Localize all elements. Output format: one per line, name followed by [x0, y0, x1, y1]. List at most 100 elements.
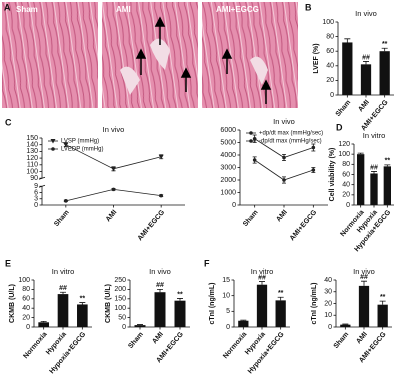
y-tick-label: 120: [338, 141, 350, 148]
bar: [38, 322, 49, 327]
image-label: AMI: [116, 5, 131, 14]
y-tick-label: 100: [322, 19, 334, 26]
y-tick-label: 100: [18, 277, 30, 284]
legend-label: +dp/dt max (mmHg/sec): [259, 131, 323, 137]
panel-label: A: [4, 2, 11, 12]
marker: [111, 166, 116, 172]
y-tick-label: 9: [34, 183, 38, 190]
bar: [377, 304, 388, 327]
bar: [154, 292, 166, 327]
y-tick-label: 90: [30, 175, 38, 182]
y-tick-label: 0: [330, 92, 334, 99]
histology-image: [102, 2, 198, 108]
y-tick-label: 200: [114, 286, 126, 293]
y-tick-label: 20: [324, 300, 332, 307]
y-tick-label: 50: [118, 314, 126, 321]
y-axis-label: cTnI (ng/mL): [311, 283, 318, 325]
image-label: AMI+EGCG: [216, 5, 259, 14]
y-tick-label: 0: [34, 202, 38, 209]
y-tick-label: 40: [326, 63, 334, 70]
marker: [282, 178, 286, 182]
y-tick-label: 140: [26, 142, 38, 149]
y-tick-label: 0: [328, 324, 332, 331]
y-tick-label: 3000: [220, 164, 236, 171]
bar: [360, 64, 372, 95]
y-axis-label: Cell viability (%): [329, 148, 336, 202]
significance-label: **: [177, 291, 183, 298]
x-tick-label: Sham: [335, 99, 353, 118]
tissue-gap: [120, 38, 170, 95]
bar: [57, 294, 69, 327]
y-tick-label: 3: [34, 196, 38, 203]
error-bar: [40, 320, 47, 323]
y-tick-label: 6000: [220, 127, 236, 134]
y-tick-label: 4000: [220, 152, 236, 159]
chart-title: In vivo: [355, 9, 377, 18]
y-tick-label: 20: [326, 77, 334, 84]
bar: [370, 173, 378, 205]
x-tick-label: Hypoxia+EGCG: [49, 331, 88, 374]
significance-label: **: [380, 294, 386, 301]
y-tick-label: 0: [122, 324, 126, 331]
marker: [249, 131, 253, 135]
marker: [51, 147, 55, 151]
y-tick-label: 150: [114, 296, 126, 303]
marker: [311, 168, 316, 172]
chart-title: In vivo: [353, 267, 375, 276]
significance-label: ##: [360, 274, 368, 281]
error-bar: [381, 47, 388, 52]
legend-label: LVSP (mmHg): [61, 139, 99, 145]
legend-label: -dp/dt max (mmHg/sec): [259, 139, 322, 145]
y-tick-label: 40: [22, 305, 30, 312]
x-tick-label: Sham: [333, 331, 351, 350]
chart-title: In vivo: [103, 125, 125, 134]
error-bar: [384, 164, 391, 167]
y-tick-label: 30: [324, 289, 332, 296]
image-label: Sham: [16, 5, 38, 14]
x-tick-label: Sham: [242, 209, 260, 228]
bar: [174, 300, 186, 327]
marker: [249, 139, 253, 143]
bar: [238, 320, 249, 327]
histology-image: [202, 2, 298, 108]
significance-label: ##: [59, 285, 67, 292]
x-tick-label: AMI: [275, 209, 289, 223]
marker: [252, 158, 257, 162]
y-axis-label: CKMB (U/L): [9, 284, 16, 323]
y-tick-label: 1000: [220, 189, 236, 196]
axis-break: [38, 176, 46, 188]
bar: [77, 304, 88, 327]
x-tick-label: AMI: [105, 209, 119, 223]
x-tick-label: AMI+EGCG: [137, 209, 167, 243]
arrows: [135, 16, 272, 104]
significance-label: ##: [156, 282, 164, 289]
bar: [342, 42, 353, 95]
significance-label: **: [385, 158, 391, 165]
marker: [50, 139, 56, 144]
y-tick-label: 20: [342, 192, 350, 199]
x-tick-label: AMI: [151, 331, 165, 345]
y-tick-label: 10: [324, 312, 332, 319]
marker: [158, 154, 164, 160]
error-bar: [363, 61, 369, 65]
bar: [340, 324, 351, 327]
x-tick-label: AMI: [357, 99, 371, 113]
error-bar: [342, 323, 349, 325]
significance-label: **: [278, 290, 284, 297]
marker: [159, 193, 163, 198]
x-tick-label: Sham: [127, 331, 145, 350]
panel-label: D: [336, 122, 343, 132]
error-bar: [344, 38, 351, 43]
bar: [134, 325, 146, 327]
y-tick-label: 250: [114, 277, 126, 284]
chart-title: In vitro: [363, 131, 386, 140]
y-tick-label: 5: [226, 308, 230, 315]
error-bar: [79, 302, 86, 305]
y-tick-label: 6: [34, 189, 38, 196]
y-axis-label: cTnI (ng/mL): [209, 283, 216, 325]
bar: [358, 285, 370, 327]
y-tick-label: 60: [326, 48, 334, 55]
y-tick-label: 80: [326, 33, 334, 40]
histology-panel: A Sham AMI AMI+EGCG: [2, 2, 298, 108]
